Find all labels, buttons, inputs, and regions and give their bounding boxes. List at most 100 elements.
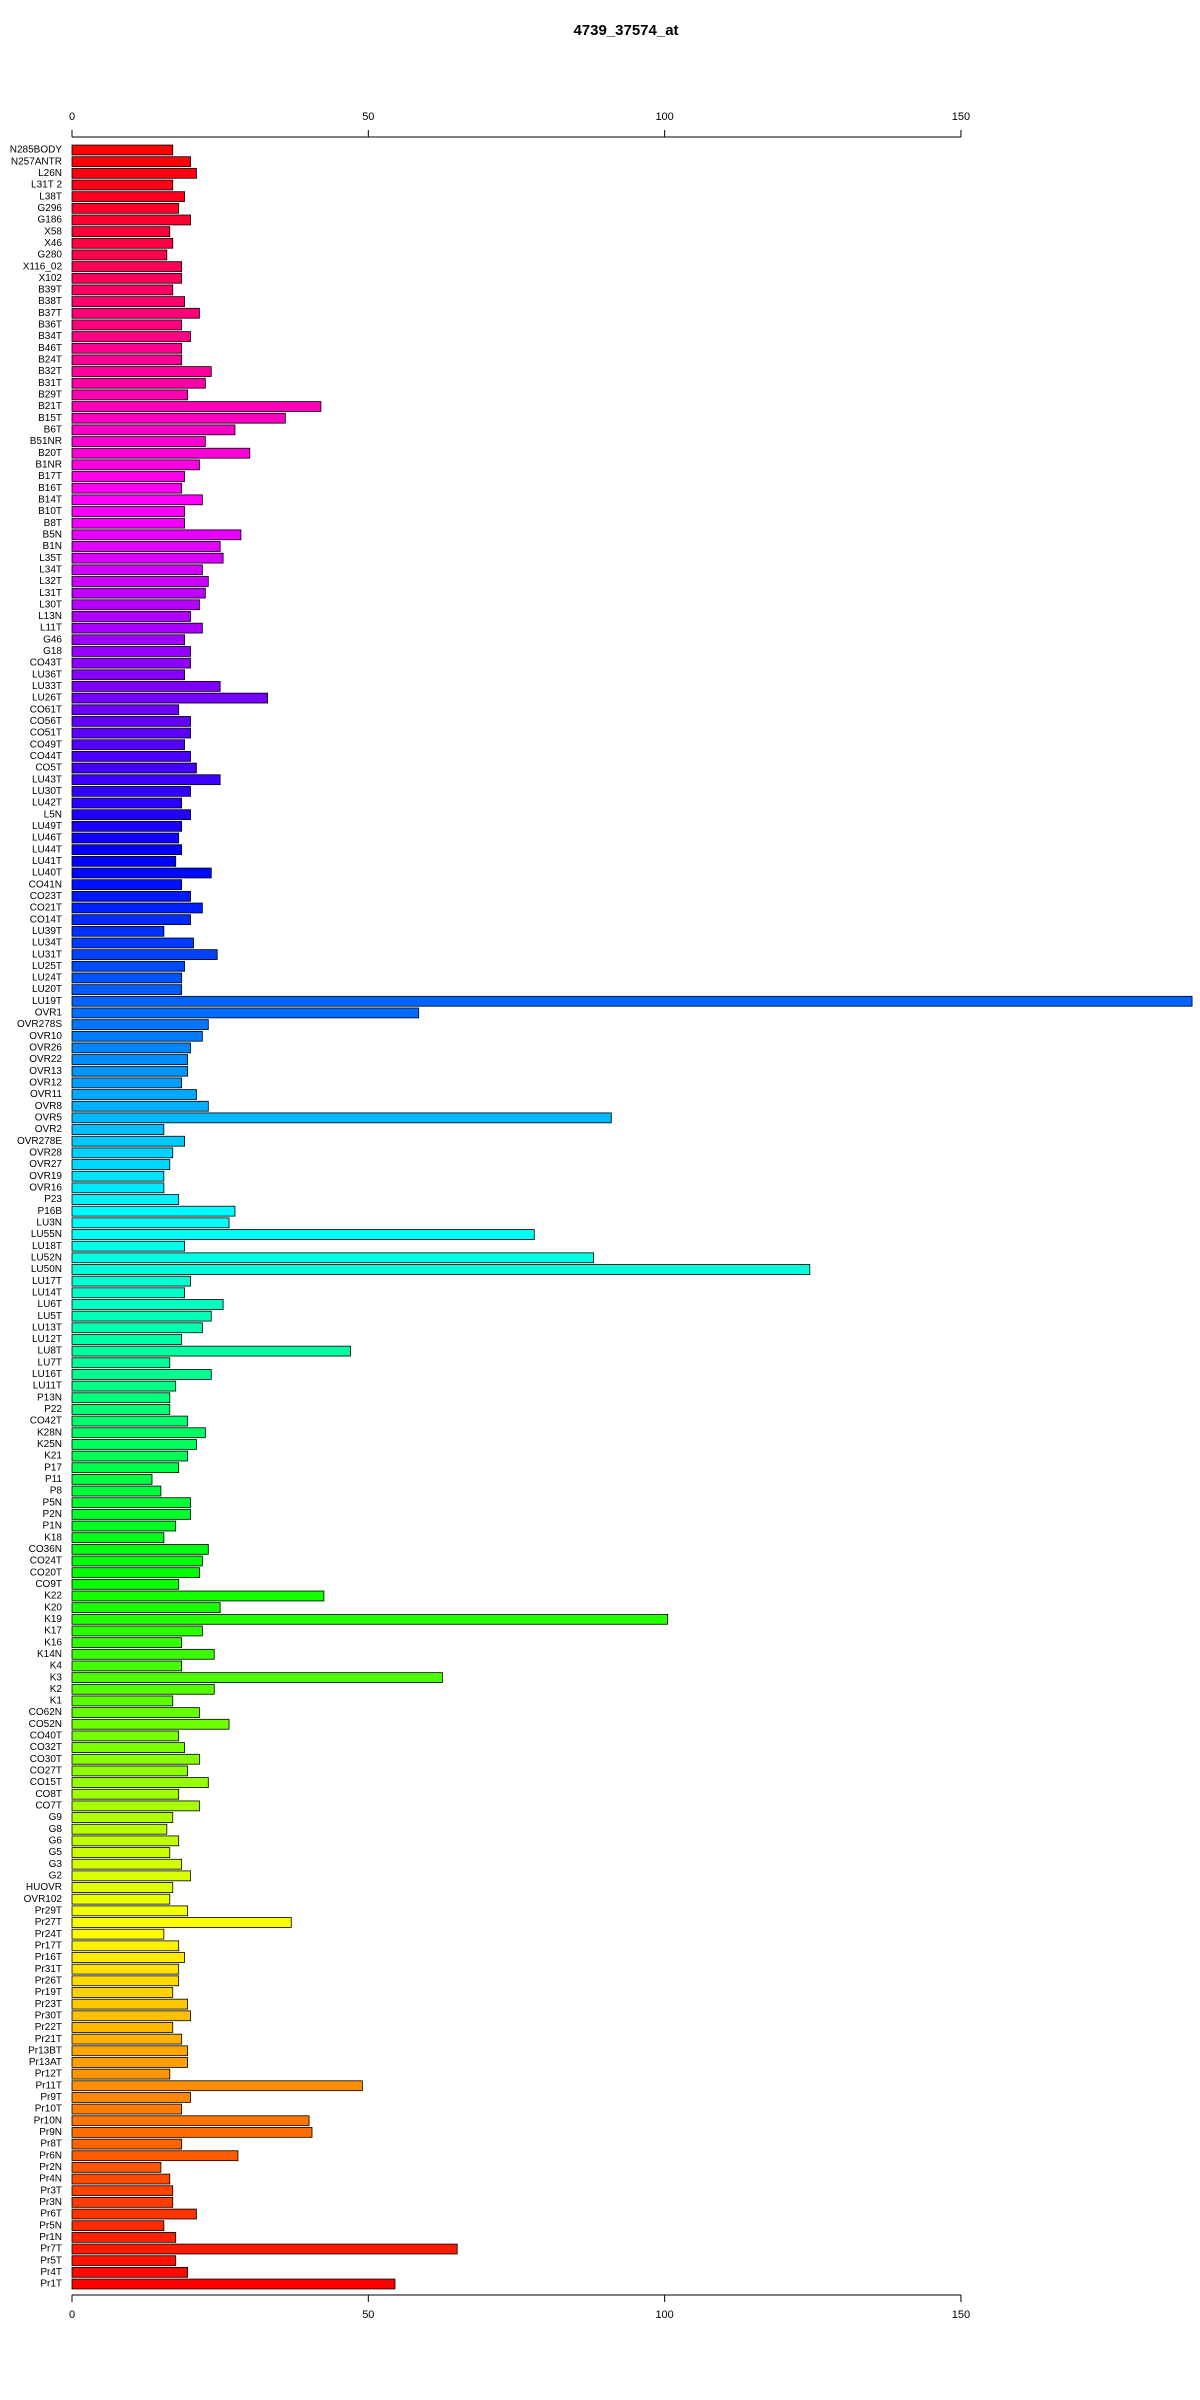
- bar: [71, 1462, 180, 1474]
- bar: [71, 1625, 203, 1637]
- category-label: Pr4T: [40, 2267, 62, 2278]
- category-label: P5N: [43, 1497, 62, 1508]
- category-label: OVR12: [29, 1078, 62, 1089]
- bar: [71, 1987, 174, 1998]
- bar: [71, 1835, 180, 1847]
- category-label: LU7T: [38, 1357, 62, 1368]
- bar: [71, 1975, 180, 1987]
- bar: [71, 646, 191, 657]
- category-label: CO21T: [30, 903, 62, 914]
- category-label: LU12T: [32, 1334, 62, 1345]
- category-label: CO14T: [30, 914, 62, 925]
- bar: [71, 1882, 174, 1893]
- bar: [71, 914, 191, 925]
- bar: [71, 1404, 171, 1415]
- bar: [71, 1823, 168, 1835]
- category-label: CO15T: [30, 1777, 62, 1788]
- category-label: L30T: [39, 599, 62, 610]
- category-label: CO24T: [30, 1556, 62, 1567]
- x-tick-label: 50: [362, 2309, 374, 2321]
- bar: [71, 1369, 212, 1380]
- x-tick-label: 100: [655, 111, 673, 123]
- bar: [71, 2057, 188, 2068]
- bar: [71, 1322, 203, 1334]
- category-label: LU41T: [32, 856, 62, 867]
- category-label: K22: [44, 1591, 62, 1602]
- bar: [71, 669, 185, 681]
- category-label: CO52N: [29, 1719, 62, 1730]
- bar: [71, 144, 174, 156]
- bar: [71, 342, 183, 354]
- bar: [71, 1439, 197, 1450]
- bar: [71, 307, 200, 319]
- category-label: LU42T: [32, 798, 62, 809]
- category-label: G3: [49, 1859, 63, 1870]
- category-label: B6T: [44, 425, 62, 436]
- bar: [71, 2220, 165, 2232]
- category-label: G9: [49, 1812, 63, 1823]
- category-label: Pr2N: [39, 2162, 62, 2173]
- category-label: Pr21T: [35, 2034, 62, 2045]
- bar: [71, 1637, 183, 1648]
- bar: [71, 1147, 174, 1159]
- bar: [71, 261, 183, 272]
- category-label: OVR26: [29, 1043, 62, 1054]
- bar: [71, 1042, 191, 1054]
- category-label: B17T: [38, 471, 62, 482]
- bar: [71, 482, 183, 494]
- category-label: Pr1T: [40, 2279, 62, 2290]
- bar: [71, 2068, 171, 2080]
- bar: [71, 1567, 200, 1579]
- category-label: LU20T: [32, 984, 62, 995]
- bar: [71, 1474, 153, 1485]
- bar: [71, 587, 206, 599]
- category-label: K4: [50, 1661, 63, 1672]
- category-label: L11T: [40, 623, 62, 634]
- category-label: Pr29T: [35, 1905, 62, 1916]
- bar: [71, 576, 209, 587]
- category-label: CO27T: [30, 1766, 62, 1777]
- bar: [71, 599, 200, 611]
- category-label: OVR8: [35, 1101, 63, 1112]
- bar: [71, 1613, 668, 1625]
- bar: [71, 354, 183, 366]
- bar: [71, 1940, 180, 1952]
- category-label: LU25T: [32, 961, 62, 972]
- bar: [71, 1054, 188, 1065]
- category-label: L38T: [39, 191, 62, 202]
- category-label: K21: [44, 1451, 62, 1462]
- category-label: CO56T: [30, 716, 62, 727]
- category-label: OVR10: [29, 1031, 62, 1042]
- category-label: LU18T: [32, 1241, 62, 1252]
- bar: [71, 156, 191, 168]
- bar: [71, 1543, 209, 1555]
- bar: [71, 692, 268, 704]
- bar: [71, 855, 177, 867]
- category-label: L26N: [38, 168, 62, 179]
- bar: [71, 1159, 171, 1170]
- category-label: B8T: [44, 518, 62, 529]
- category-label: K20: [44, 1602, 62, 1613]
- category-label: N257ANTR: [11, 156, 62, 167]
- category-label: LU30T: [32, 786, 62, 797]
- category-label: Pr10T: [35, 2104, 62, 2115]
- bar: [71, 552, 224, 564]
- category-label: B14T: [38, 494, 62, 505]
- category-label: LU11T: [33, 1381, 62, 1392]
- bar: [71, 1858, 183, 1870]
- x-tick-label: 50: [362, 111, 374, 123]
- bar: [71, 2255, 177, 2267]
- category-label: LU34T: [32, 938, 62, 949]
- category-label: CO23T: [30, 891, 62, 902]
- category-label: L5N: [44, 809, 62, 820]
- bar: [71, 1765, 188, 1777]
- category-label: Pr7T: [40, 2244, 62, 2255]
- bar: [71, 2092, 191, 2103]
- bar: [71, 447, 251, 459]
- category-label: LU26T: [32, 693, 62, 704]
- bar: [71, 541, 221, 552]
- category-label: G46: [43, 634, 62, 645]
- bar: [71, 960, 185, 972]
- bar: [71, 867, 212, 879]
